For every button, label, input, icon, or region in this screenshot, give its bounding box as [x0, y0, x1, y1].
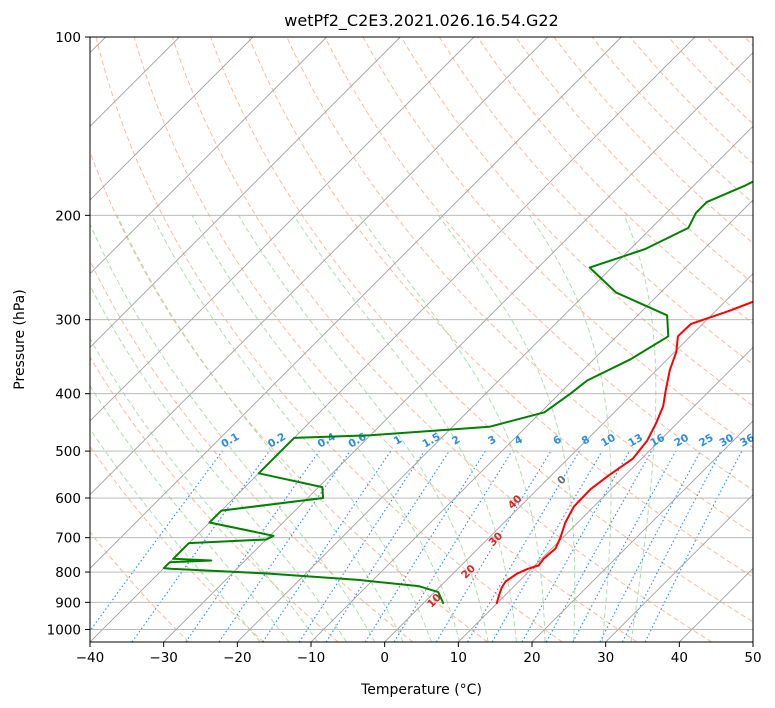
mixing-ratio-line: [325, 450, 450, 642]
isotherm-line: [90, 37, 401, 348]
isotherm-line: [384, 273, 753, 642]
x-tick-label: −10: [297, 650, 326, 666]
x-tick-label: −20: [223, 650, 252, 666]
x-tick-label: 40: [671, 650, 688, 666]
dry-adiabat-line: [400, 37, 753, 407]
isotherm-line: [90, 37, 327, 275]
temperature-profile-line: [495, 300, 753, 605]
mixing-ratio-line: [467, 450, 580, 642]
mixing-ratio-line: [218, 450, 351, 642]
mixing-ratio-line: [90, 450, 223, 632]
dry-adiabat-line: [133, 37, 638, 642]
dry-adiabat-line: [286, 37, 753, 534]
isotherm-line: [163, 52, 753, 642]
moist-adiabat-line: [90, 337, 319, 642]
plot-area: -100-90-80-70-60-50-40-30-20-100.10.20.4…: [90, 37, 757, 642]
moist-adiabats: [90, 215, 657, 642]
plot-frame: [89, 36, 754, 643]
moist-adiabat-line: [293, 215, 517, 642]
moist-adiabat-line: [90, 222, 376, 642]
isotherm-line: [90, 37, 475, 422]
dry-adiabat-line: [438, 37, 753, 365]
mixing-ratio-line: [435, 450, 552, 642]
isotherm-line: [310, 199, 753, 642]
x-tick-label: 30: [597, 650, 614, 666]
x-tick-label: 50: [744, 650, 761, 666]
moist-adiabat-line: [90, 427, 261, 642]
y-tick-label: 500: [55, 444, 81, 460]
x-axis-ticks: −40 −30 −20 −10 0 10 20 30 40 50: [76, 642, 762, 666]
y-tick-label: 900: [55, 595, 81, 611]
y-tick-label: 600: [55, 491, 81, 507]
dry-adiabat-line: [248, 37, 753, 578]
isotherm-line: [90, 37, 254, 201]
dry-adiabat-line: [477, 37, 753, 325]
y-axis-ticks: 100 200 300 400 500 600 700 800 900 1000: [47, 30, 90, 638]
dry-adiabat-line: [90, 259, 414, 642]
x-axis-label: Temperature (°C): [360, 682, 482, 698]
isotherm-line: [531, 420, 753, 642]
isotherm-line: [237, 125, 753, 642]
dry-adiabat-line: [210, 37, 753, 623]
y-tick-label: 300: [55, 313, 81, 329]
dry-adiabat-line: [553, 37, 753, 244]
mixing-ratio-line: [572, 450, 677, 642]
dry-adiabat-line: [90, 150, 488, 642]
x-tick-label: 20: [523, 650, 540, 666]
y-tick-label: 100: [55, 30, 81, 46]
y-tick-label: 800: [55, 565, 81, 581]
dry-adiabat-line: [95, 37, 563, 642]
dry-adiabat-line: [591, 37, 753, 204]
x-tick-label: −40: [76, 650, 105, 666]
isotherms: [90, 37, 753, 642]
y-tick-label: 200: [55, 208, 81, 224]
y-axis-label: Pressure (hPa): [12, 289, 28, 389]
mixing-ratio-line: [491, 450, 603, 642]
moist-adiabat-line: [191, 215, 461, 642]
isotherm-line: [90, 37, 548, 496]
mixing-ratio-line: [364, 450, 486, 642]
isobars: [90, 37, 753, 630]
isotherm-line: [90, 37, 696, 642]
mixing-ratio-line: [521, 450, 630, 642]
x-tick-label: −30: [149, 650, 178, 666]
isotherm-line: [90, 37, 622, 569]
y-tick-label: 400: [55, 387, 81, 403]
dry-adiabat-line: [171, 37, 712, 642]
dry-adiabat-line: [90, 531, 190, 642]
chart-title: wetPf2_C2E3.2021.026.16.54.G22: [284, 11, 558, 31]
moist-adiabat-line: [116, 215, 404, 642]
dry-adiabat-line: [324, 37, 753, 491]
x-tick-label: 0: [380, 650, 389, 666]
mixing-ratio-lines: [90, 450, 743, 642]
y-tick-label: 1000: [47, 622, 81, 638]
mixing-ratio-line: [393, 450, 513, 642]
x-tick-label: 10: [450, 650, 467, 666]
moist-adiabat-line: [238, 215, 489, 642]
data-series: [162, 180, 753, 605]
moist-adiabat-line: [528, 215, 612, 642]
dewpoint-profile-line: [162, 180, 753, 605]
mixing-ratio-line: [131, 450, 270, 642]
mixing-ratio-label: 36: [738, 432, 757, 450]
moist-adiabat-line: [151, 215, 432, 642]
y-tick-label: 700: [55, 531, 81, 547]
moist-adiabat-line: [623, 215, 657, 642]
moist-adiabat-line: [358, 215, 546, 642]
mixing-ratio-line: [185, 450, 320, 642]
isotherm-line: [605, 494, 753, 642]
